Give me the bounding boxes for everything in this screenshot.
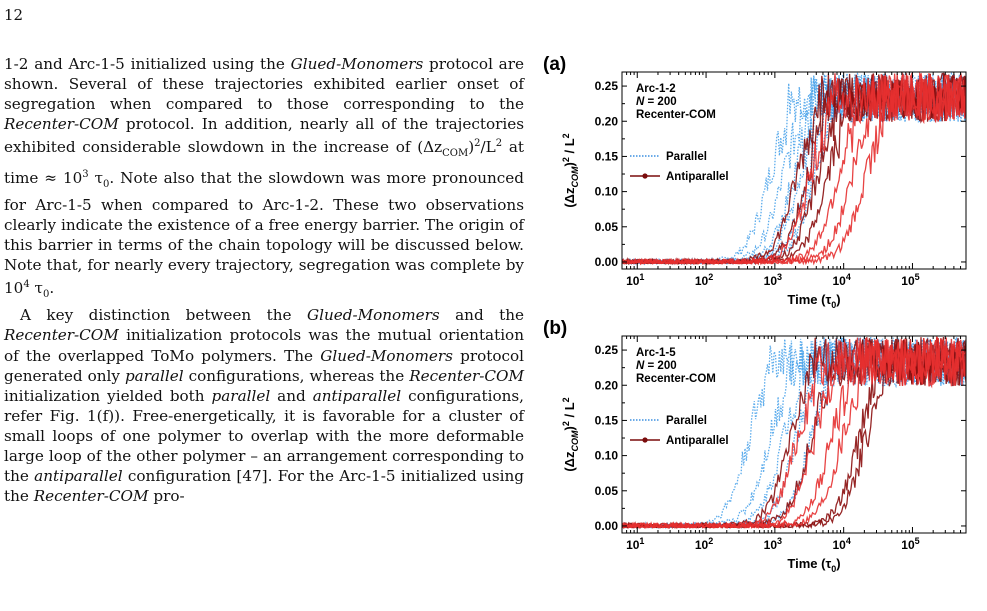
y-axis-label: (ΔzCOM)2 / L2 — [561, 397, 580, 471]
text-run: Glued-Monomers — [320, 346, 453, 365]
x-tick-label: 104 — [832, 272, 850, 288]
text-run: parallel — [124, 366, 184, 385]
y-tick-label: 0.15 — [595, 149, 619, 163]
text-run: /L — [480, 138, 496, 157]
x-tick-label: 101 — [626, 536, 644, 552]
chart-annotation: Recenter-COM — [636, 373, 716, 385]
text-run: configurations, refer Fig. 1(f)). Free-e… — [4, 386, 524, 486]
text-run: protocol generated only — [4, 346, 524, 385]
y-tick-label: 0.05 — [595, 220, 619, 234]
series-line — [622, 337, 966, 530]
y-tick-label: 0.25 — [595, 79, 619, 93]
text-run: 0 — [103, 178, 110, 190]
text-run: initialization yielded both — [4, 386, 212, 405]
text-run: Recenter-COM — [4, 115, 119, 134]
y-tick-label: 0.20 — [595, 378, 619, 392]
text-run: protocol are shown. Several of these tra… — [4, 55, 524, 114]
legend-label: Parallel — [666, 151, 707, 163]
text-run: antiparallel — [34, 467, 123, 486]
text-run: 2 — [474, 138, 481, 150]
plot-frame — [621, 335, 967, 534]
y-tick-label: 0.00 — [595, 519, 619, 533]
legend-marker — [642, 173, 648, 179]
text-run: τ — [29, 279, 43, 298]
text-run: 0 — [42, 289, 50, 301]
text-run: antiparallel — [312, 386, 402, 405]
plot-frame — [621, 71, 967, 270]
body-text: 1-2 and Arc-1-5 initialized using the Gl… — [4, 54, 524, 506]
text-run: and the — [439, 306, 524, 325]
chart-annotation: Recenter-COM — [636, 109, 716, 121]
y-tick-label: 0.05 — [595, 484, 619, 498]
chart-annotation: Arc-1-2 — [636, 83, 676, 95]
y-tick-label: 0.20 — [595, 114, 619, 128]
figure-panel-b: (b) 0.00 0.05 0.10 0.15 0.20 0.25 101 102 103 104 1… — [543, 320, 967, 574]
y-tick-label: 0.25 — [595, 343, 619, 357]
series-layer — [622, 336, 966, 530]
legend-label: Antiparallel — [666, 171, 729, 183]
x-tick-label: 101 — [626, 272, 644, 288]
panel-label: (a) — [543, 56, 566, 75]
x-tick-label: 105 — [901, 272, 919, 288]
text-run: 4 — [23, 279, 30, 291]
series-line — [622, 336, 966, 530]
text-run: . — [49, 279, 55, 298]
paragraph-2: A key distinction between the Glued-Mono… — [4, 305, 524, 506]
text-run: A key distinction between the — [20, 306, 307, 325]
text-run: ) — [468, 138, 475, 157]
paragraph-1: 1-2 and Arc-1-5 initialized using the Gl… — [4, 54, 524, 305]
y-tick-label: 0.10 — [595, 449, 619, 463]
x-tick-label: 105 — [901, 536, 919, 552]
text-run: parallel — [211, 386, 271, 405]
x-axis-label: Time (τ0) — [787, 292, 840, 310]
text-run: initialization protocols was the mutual … — [4, 326, 524, 365]
chart-annotation: N = 200 — [636, 360, 677, 372]
text-run: protocol. In addition, nearly all of the… — [4, 115, 524, 157]
y-tick-label: 0.00 — [595, 255, 619, 269]
text-run: 3 — [82, 168, 89, 180]
text-run: Glued-Monomers — [306, 306, 440, 325]
text-run: Recenter-COM — [409, 366, 525, 385]
x-tick-label: 103 — [764, 272, 782, 288]
panel-label: (b) — [543, 320, 567, 339]
y-tick-label: 0.10 — [595, 185, 619, 199]
text-run: 1-2 and Arc-1-5 initialized using the — [4, 55, 291, 73]
page-number: 12 — [4, 6, 24, 24]
series-layer — [622, 72, 966, 266]
y-axis-label: (ΔzCOM)2 / L2 — [561, 133, 580, 207]
legend-label: Antiparallel — [666, 435, 729, 447]
text-run: Glued-Monomers — [290, 55, 424, 73]
text-run: Recenter-COM — [4, 326, 119, 345]
chart-annotation: N = 200 — [636, 96, 677, 108]
series-line — [622, 73, 966, 266]
text-run: COM — [442, 148, 469, 160]
x-tick-label: 104 — [832, 536, 850, 552]
text-run: configuration [47]. For the Arc-1-5 init… — [4, 467, 524, 506]
x-tick-label: 102 — [695, 272, 713, 288]
x-tick-label: 103 — [764, 536, 782, 552]
text-run: configurations, whereas the — [183, 366, 410, 385]
legend-label: Parallel — [666, 415, 707, 427]
x-tick-label: 102 — [695, 536, 713, 552]
x-axis-label: Time (τ0) — [787, 556, 840, 574]
y-tick-label: 0.15 — [595, 413, 619, 427]
text-run: at time ≈ 10 — [4, 138, 524, 187]
legend-marker — [642, 437, 648, 443]
text-run: 2 — [495, 138, 503, 150]
text-run: Recenter-COM — [33, 487, 149, 506]
text-run: . Note also that the slowdown was more p… — [4, 168, 524, 298]
chart-annotation: Arc-1-5 — [636, 347, 676, 359]
text-run: pro- — [148, 487, 185, 506]
text-run: τ — [88, 168, 104, 187]
figure-panel-a: (a) 0.00 0.05 0.10 0.15 0.20 0.25 101 102 103 104 1… — [543, 56, 967, 310]
text-run: and — [270, 386, 313, 405]
